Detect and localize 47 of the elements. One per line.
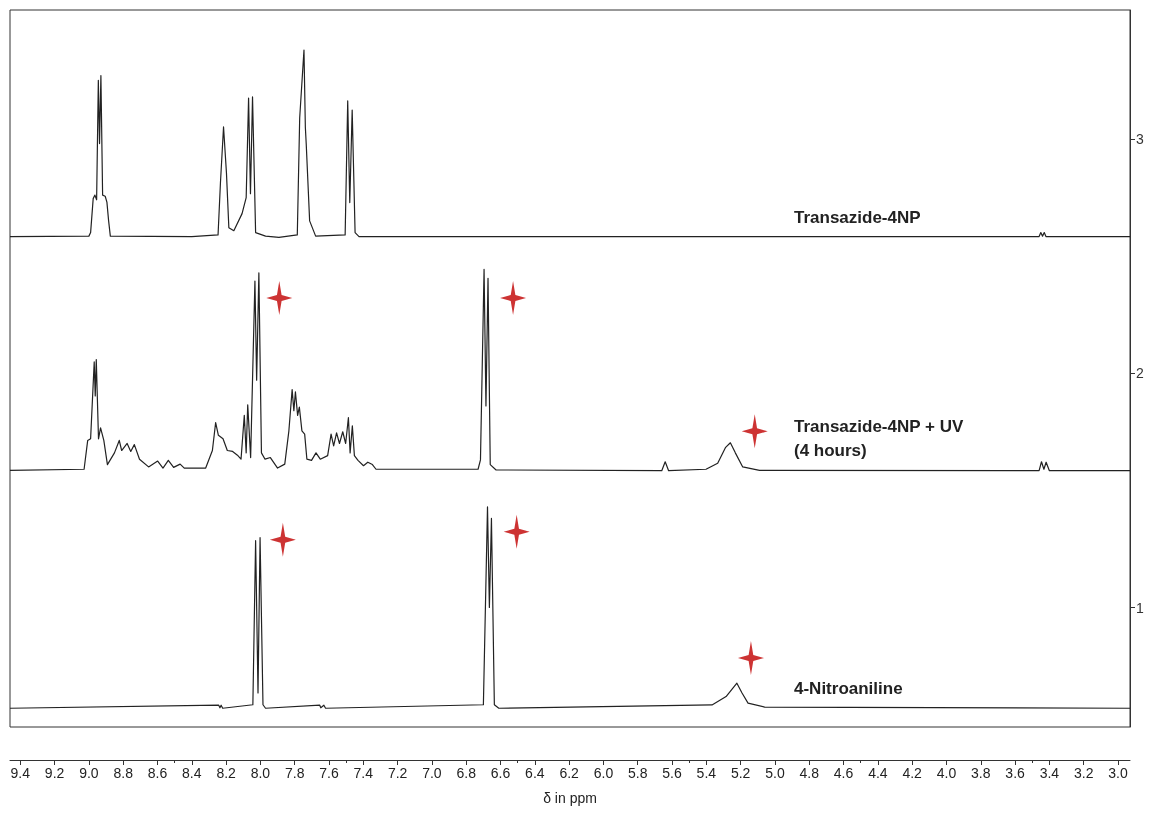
x-tick-label: 3.0 [1108, 765, 1128, 781]
x-tick-label: 3.2 [1073, 765, 1094, 781]
y-tick-label: 1 [1136, 599, 1144, 616]
line-series [9, 268, 1131, 472]
x-tick-label: 8.2 [216, 765, 237, 781]
x-tick-label: 7.0 [422, 765, 442, 781]
x-tick-label: 6.8 [456, 765, 477, 781]
series-label: Transazide-4NP + UV (4 hours) [794, 417, 964, 461]
x-tick-label: 5.4 [696, 765, 717, 781]
x-tick-label: 8.8 [113, 765, 134, 781]
x-tick-label: 4.2 [902, 765, 923, 781]
x-tick-label: 4.8 [799, 765, 820, 781]
x-tick-label: 9.0 [79, 765, 99, 781]
line-series [9, 506, 1131, 709]
point [503, 514, 530, 549]
x-tick-label: 4.6 [833, 765, 854, 781]
series-label: 4-Nitroaniline [794, 678, 903, 698]
x-tick-label: 7.8 [284, 765, 305, 781]
x-tick-label: 5.6 [662, 765, 682, 781]
x-tick-label: 5.2 [730, 765, 751, 781]
x-tick-label: 5.0 [765, 765, 785, 781]
x-tick-label: 6.2 [559, 765, 580, 781]
x-tick-label: 3.6 [1005, 765, 1026, 781]
point [266, 280, 293, 315]
line-series [9, 49, 1131, 238]
x-tick-label: 6.4 [525, 765, 545, 781]
y-tick-label: 3 [1136, 130, 1144, 147]
x-tick-label: 6.0 [593, 765, 614, 781]
point [741, 414, 768, 449]
x-tick-label: 8.6 [147, 765, 168, 781]
x-tick-label: 3.4 [1039, 765, 1060, 781]
x-tick-label: 4.0 [936, 765, 957, 781]
x-tick-label: 7.4 [353, 765, 374, 781]
x-tick-label: 5.8 [628, 765, 648, 781]
x-tick-label: 6.6 [490, 765, 511, 781]
x-tick-label: 9.4 [10, 765, 31, 781]
series-label: Transazide-4NP [794, 207, 921, 227]
x-tick-label: 7.6 [319, 765, 339, 781]
x-tick-label: 8.0 [250, 765, 271, 781]
x-tick-label: 7.2 [387, 765, 408, 781]
x-tick-label: 8.4 [182, 765, 202, 781]
x-tick-label: 9.2 [44, 765, 65, 781]
y-tick-label: 2 [1136, 365, 1144, 382]
x-tick-label: 4.4 [868, 765, 888, 781]
x-axis-title: δ in ppm [543, 790, 597, 806]
point [269, 522, 296, 557]
x-tick-label: 3.8 [971, 765, 991, 781]
